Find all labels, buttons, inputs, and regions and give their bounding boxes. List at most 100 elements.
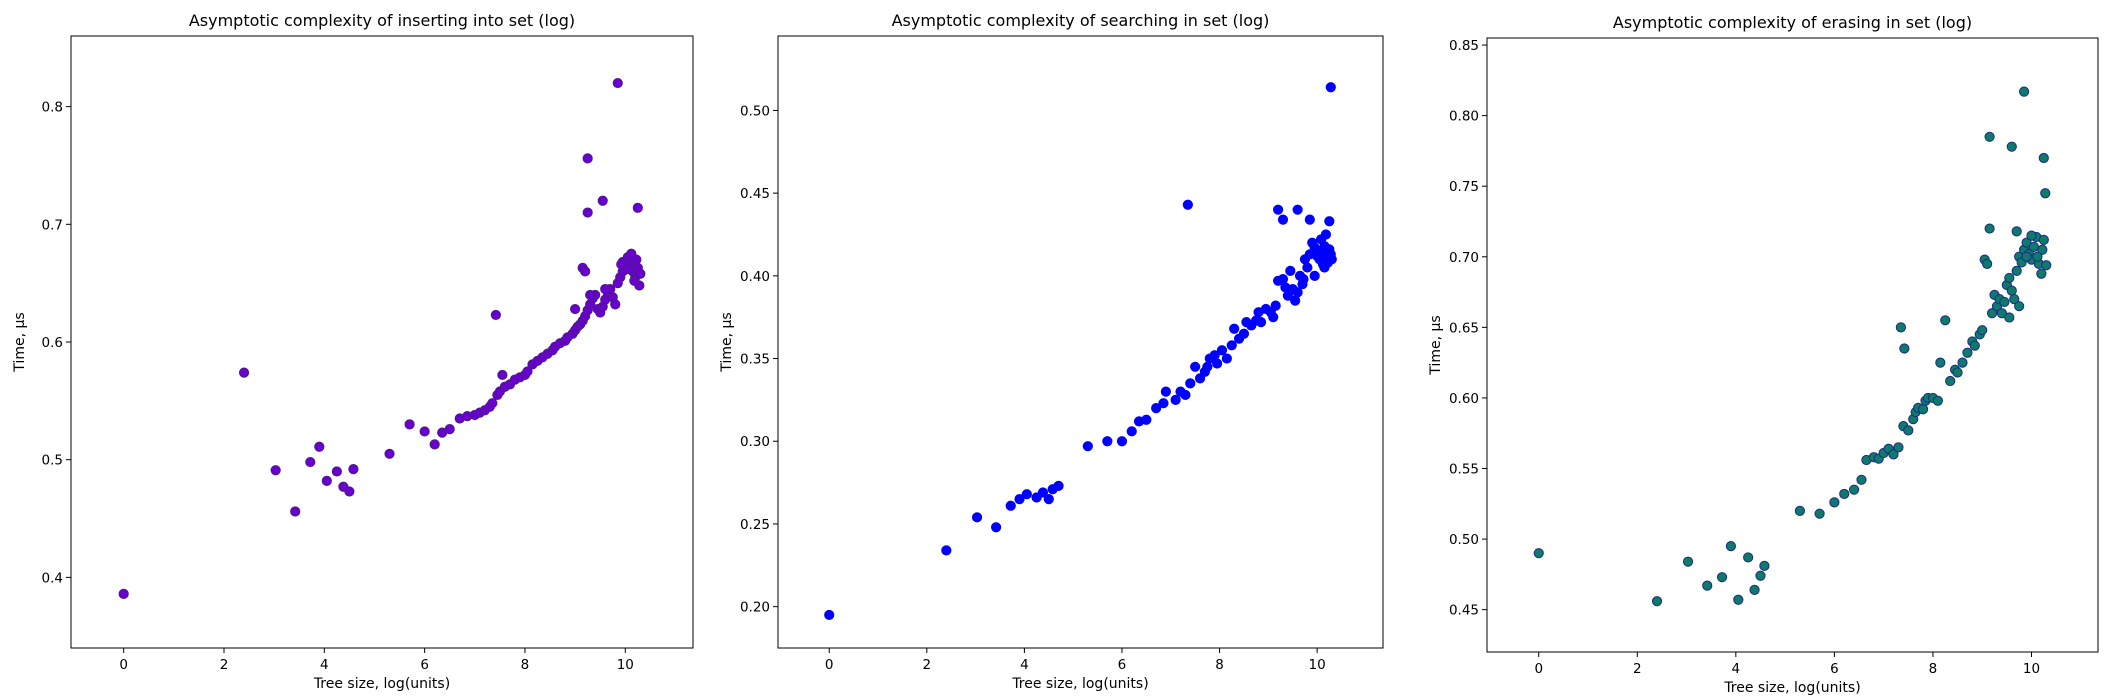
erase-data-point	[2004, 312, 2015, 323]
search-xtick-label: 10	[1309, 657, 1326, 673]
erase-data-point	[1651, 596, 1663, 607]
insert-data-point	[490, 309, 501, 321]
search-data-point	[1037, 487, 1049, 498]
search-data-point	[1216, 345, 1228, 356]
insert-ytick-label: 0.6	[42, 335, 63, 351]
erase-data-point	[2036, 268, 2047, 279]
search-chart-title: Asymptotic complexity of searching in se…	[892, 11, 1270, 30]
search-data-point	[824, 609, 835, 621]
erase-data-point	[1935, 357, 1946, 368]
erase-ytick-label: 0.45	[1449, 603, 1479, 619]
insert-data-point	[612, 77, 623, 89]
erase-chart-xlabel: Tree size, log(units)	[1723, 680, 1860, 696]
search-ytick-label: 0.45	[740, 186, 770, 202]
search-data-point	[1268, 312, 1279, 323]
erase-plot-frame	[1486, 37, 2099, 653]
search-ytick-label: 0.25	[740, 517, 770, 533]
search-data-point	[1255, 317, 1267, 328]
erase-xtick-label: 2	[1633, 661, 1642, 677]
erase-xtick-label: 8	[1929, 661, 1938, 677]
insert-data-point	[522, 366, 533, 377]
insert-data-point	[314, 441, 325, 452]
search-data-point	[1185, 378, 1196, 389]
erase-data-point	[2011, 265, 2022, 276]
search-data-point	[1160, 386, 1171, 397]
erase-data-point	[1957, 357, 1968, 368]
erase-data-point	[1984, 131, 1995, 142]
erase-data-point	[1716, 572, 1728, 583]
insert-data-point	[585, 289, 596, 301]
erase-data-point	[2018, 86, 2030, 97]
erase-data-point	[1702, 580, 1713, 591]
insert-data-point	[444, 423, 455, 435]
insert-chart-title: Asymptotic complexity of inserting into …	[189, 11, 575, 30]
insert-xtick-label: 8	[521, 657, 530, 673]
erase-ytick-label: 0.70	[1449, 250, 1479, 266]
erase-data-point	[1848, 484, 1860, 495]
insert-data-point	[629, 275, 640, 286]
search-data-point	[1277, 274, 1289, 285]
insert-data-point	[429, 439, 440, 450]
insert-data-point	[570, 303, 581, 315]
search-data-point	[1158, 398, 1169, 409]
search-data-point	[1309, 270, 1320, 281]
insert-xtick-label: 2	[220, 657, 229, 673]
search-data-point	[1270, 300, 1281, 311]
erase-data-point	[1899, 343, 1910, 354]
erase-data-point	[1682, 556, 1694, 567]
erase-data-point	[1856, 474, 1867, 485]
search-ytick-label: 0.40	[740, 269, 770, 285]
erase-data-point	[1794, 505, 1805, 516]
erase-data-point	[1755, 570, 1766, 581]
erase-ytick-label: 0.65	[1449, 320, 1479, 336]
erase-data-point	[1839, 488, 1850, 500]
search-data-point	[1292, 287, 1303, 298]
insert-data-point	[610, 299, 621, 310]
search-ytick-label: 0.30	[740, 434, 770, 450]
erase-data-point	[1969, 340, 1980, 351]
erase-data-point	[1733, 594, 1744, 605]
insert-data-point	[384, 448, 395, 459]
erase-data-point	[2026, 230, 2037, 241]
search-data-point	[1170, 394, 1181, 405]
search-data-point	[1182, 199, 1193, 210]
insert-data-point	[404, 419, 415, 430]
search-data-point	[1238, 328, 1250, 339]
erase-data-point	[1888, 449, 1899, 460]
insert-data-point	[270, 465, 281, 476]
insert-chart-ylabel: Time, μs	[12, 312, 28, 372]
search-data-point	[1043, 494, 1054, 505]
search-data-point	[1021, 489, 1032, 500]
erase-data-point	[2037, 244, 2048, 255]
insert-xtick-label: 10	[617, 657, 634, 673]
erase-data-point	[2028, 241, 2040, 253]
search-data-point	[1190, 361, 1201, 372]
insert-data-point	[348, 464, 359, 475]
insert-ytick-label: 0.8	[42, 100, 63, 116]
erase-data-point	[1984, 223, 1995, 234]
erase-data-point	[1533, 548, 1544, 559]
insert-data-point	[238, 367, 250, 378]
insert-data-point	[497, 369, 508, 381]
search-ytick-label: 0.50	[740, 103, 770, 119]
search-data-point	[1126, 426, 1137, 437]
search-data-point	[1151, 403, 1162, 414]
erase-xtick-label: 0	[1534, 661, 1543, 677]
erase-data-point	[2038, 234, 2049, 245]
search-data-point	[1005, 500, 1016, 511]
erase-data-point	[1962, 347, 1973, 358]
erase-data-point	[1986, 308, 1998, 319]
erase-data-point	[2009, 294, 2020, 305]
erase-data-point	[2040, 188, 2051, 199]
erase-data-point	[1940, 315, 1951, 326]
erase-data-point	[2014, 301, 2025, 312]
search-data-point	[1102, 436, 1113, 447]
search-xtick-label: 0	[825, 657, 834, 673]
insert-data-point	[305, 456, 316, 468]
erase-data-point	[1917, 404, 1929, 415]
erase-ytick-label: 0.55	[1449, 462, 1479, 478]
erase-data-point	[1725, 541, 1737, 552]
search-chart-xlabel: Tree size, log(units)	[1011, 676, 1148, 692]
search-data-point	[1229, 323, 1240, 334]
